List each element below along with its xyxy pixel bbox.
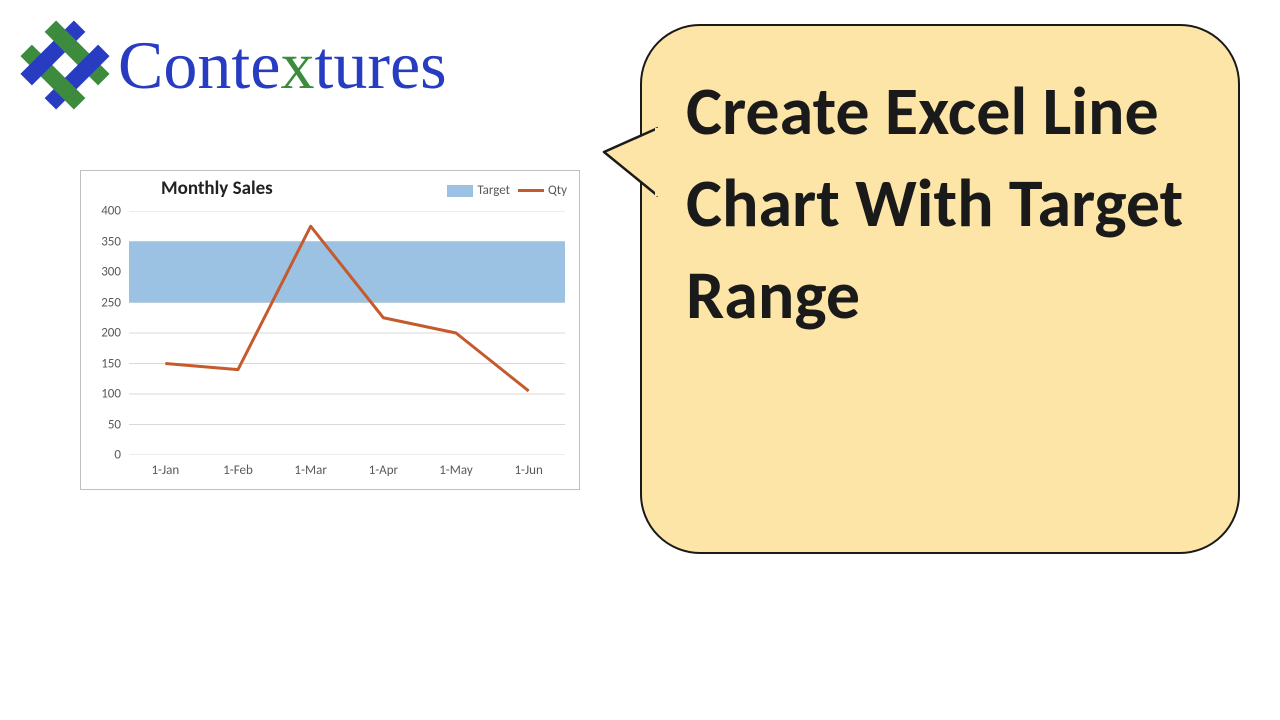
brand-text-part-a: Conte	[118, 27, 280, 103]
plot-area	[129, 211, 565, 455]
chart-title: Monthly Sales	[161, 177, 273, 200]
callout-bubble: Create Excel Line Chart With Target Rang…	[640, 24, 1240, 554]
legend-item-qty: Qty	[518, 183, 567, 198]
x-tick-label: 1-Feb	[223, 463, 253, 478]
brand-logo: Contextures	[20, 20, 447, 110]
brand-text-part-b: tures	[314, 27, 446, 103]
y-tick-label: 250	[101, 295, 121, 310]
chart-legend: Target Qty	[447, 183, 567, 198]
bubble-tail-icon	[600, 126, 660, 206]
legend-swatch-target	[447, 185, 473, 197]
y-tick-label: 50	[108, 417, 121, 432]
legend-swatch-qty	[518, 189, 544, 192]
x-tick-label: 1-May	[439, 463, 473, 478]
y-tick-label: 350	[101, 234, 121, 249]
y-tick-label: 150	[101, 356, 121, 371]
x-tick-label: 1-Mar	[294, 463, 326, 478]
brand-text-part-x: x	[280, 27, 314, 103]
callout-text: Create Excel Line Chart With Target Rang…	[686, 66, 1194, 341]
x-axis: 1-Jan 1-Feb 1-Mar 1-Apr 1-May 1-Jun	[129, 463, 565, 483]
legend-item-target: Target	[447, 183, 510, 198]
x-tick-label: 1-Jan	[151, 463, 179, 478]
brand-wordmark: Contextures	[118, 26, 447, 105]
y-tick-label: 400	[101, 204, 121, 219]
y-tick-label: 300	[101, 265, 121, 280]
contextures-icon	[20, 20, 110, 110]
legend-label-target: Target	[477, 183, 510, 198]
x-tick-label: 1-Apr	[369, 463, 398, 478]
y-tick-label: 100	[101, 387, 121, 402]
legend-label-qty: Qty	[548, 183, 567, 198]
y-tick-label: 0	[114, 448, 121, 463]
x-tick-label: 1-Jun	[514, 463, 542, 478]
monthly-sales-chart: Monthly Sales Target Qty 0 50 100 150 200 250…	[80, 170, 580, 490]
y-axis: 050100150200250300350400	[81, 211, 125, 455]
y-tick-label: 200	[101, 326, 121, 341]
chart-svg	[129, 211, 565, 455]
